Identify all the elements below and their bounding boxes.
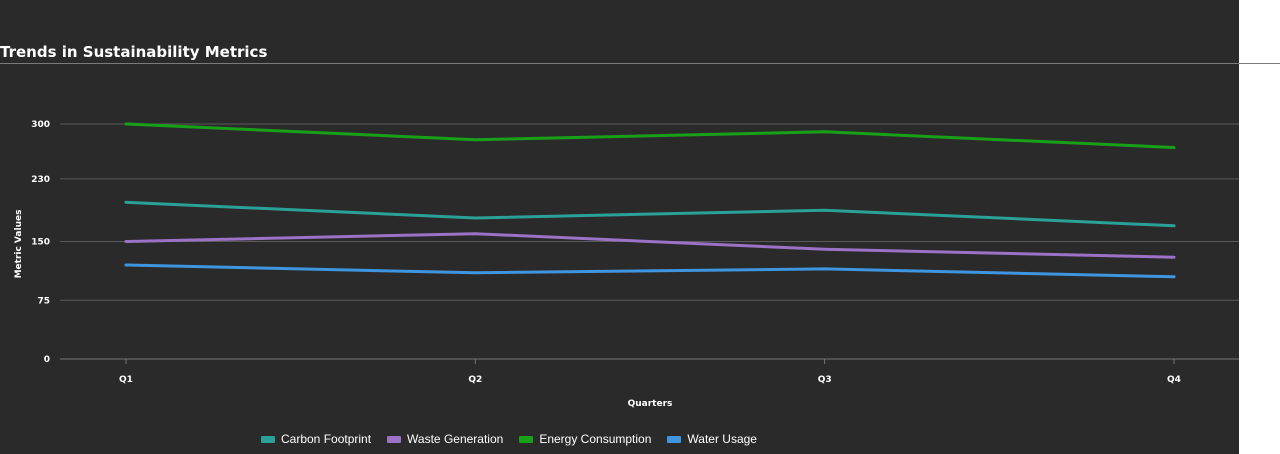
series-line-waste-generation[interactable] (124, 232, 1176, 259)
legend-swatch (261, 435, 275, 443)
y-axis-label: Metric Values (14, 210, 24, 279)
x-axis-label: Quarters (628, 399, 673, 409)
legend-item[interactable]: Energy Consumption (519, 432, 651, 446)
legend-item[interactable]: Waste Generation (387, 432, 503, 446)
x-tick-label: Q3 (818, 375, 832, 385)
legend-item[interactable]: Carbon Footprint (261, 432, 371, 446)
legend-swatch (387, 435, 402, 443)
y-tick-label: 230 (31, 175, 50, 185)
legend-label: Energy Consumption (539, 432, 652, 446)
axes: 0 75 150 230 300 Q1 Q2 Q3 Q4 (31, 120, 1181, 385)
x-tick-label: Q4 (1167, 375, 1181, 385)
series-line-water-usage[interactable] (124, 263, 1176, 279)
legend-swatch (667, 435, 682, 443)
legend: Carbon Footprint Waste Generation Energy C… (0, 431, 1018, 447)
legend-item[interactable]: Water Usage (667, 432, 757, 446)
series-line-carbon-footprint[interactable] (124, 200, 1176, 228)
series-line-energy-consumption[interactable] (124, 122, 1176, 149)
chart-title: Trends in Sustainability Metrics (0, 43, 268, 61)
y-tick-label: 300 (31, 120, 50, 130)
y-tick-label: 75 (37, 296, 50, 306)
grid-lines (60, 123, 1239, 360)
x-tick-label: Q2 (468, 375, 482, 385)
chart-panel (0, 0, 1239, 454)
legend-label: Water Usage (687, 432, 757, 446)
title-divider (0, 63, 1280, 64)
x-tick-label: Q1 (119, 375, 133, 385)
y-tick-label: 0 (44, 355, 50, 365)
legend-label: Waste Generation (407, 432, 504, 446)
legend-label: Carbon Footprint (281, 432, 372, 446)
series-lines (124, 122, 1176, 279)
y-tick-label: 150 (31, 238, 50, 248)
legend-swatch (519, 435, 534, 443)
